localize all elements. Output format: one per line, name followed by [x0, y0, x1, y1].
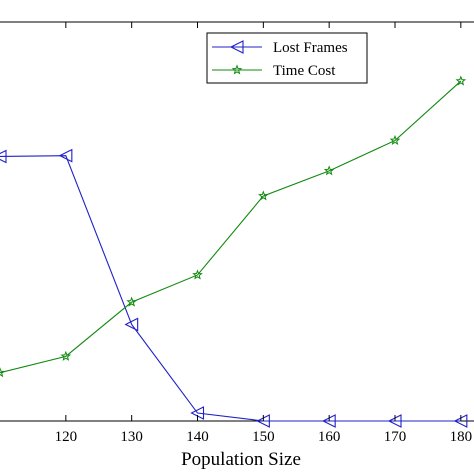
- legend-lost-frames-label: Lost Frames: [273, 40, 348, 56]
- x-tick-label: 150: [252, 429, 275, 445]
- time-cost-point: [389, 134, 401, 146]
- time-cost-point: [455, 75, 467, 86]
- lost-frames-point: [0, 149, 7, 164]
- x-tick-label: 130: [120, 429, 143, 445]
- time-cost-point: [126, 296, 137, 307]
- x-axis-label: Population Size: [181, 449, 301, 470]
- x-tick-label: 140: [186, 429, 209, 445]
- lost-frames-line: [0, 155, 461, 422]
- x-tick-label: 170: [384, 429, 407, 445]
- lost-frames-point: [124, 317, 139, 332]
- time-cost-point: [192, 269, 203, 280]
- time-cost-point: [60, 350, 72, 361]
- x-tick-label: 120: [55, 429, 78, 445]
- series-layer: [0, 75, 468, 428]
- lost-frames-series: [0, 148, 468, 428]
- time-cost-point: [0, 367, 6, 378]
- legend-box: [206, 32, 368, 84]
- time-cost-point: [258, 190, 269, 201]
- time-cost-line: [0, 80, 462, 374]
- legend-lost-frames-marker: [229, 40, 244, 54]
- x-tick-label: 180: [450, 429, 473, 445]
- lost-frames-point: [58, 148, 73, 163]
- x-tick-label: 160: [318, 429, 341, 445]
- time-cost-point: [323, 165, 335, 176]
- time-cost-series: [0, 75, 467, 378]
- legend-time-cost-label: Time Cost: [273, 63, 336, 79]
- tick-layer: 120 130 140 150 160 170 180: [55, 22, 473, 445]
- legend: Lost Frames Time Cost: [206, 32, 368, 84]
- legend-time-cost-marker: [231, 64, 243, 75]
